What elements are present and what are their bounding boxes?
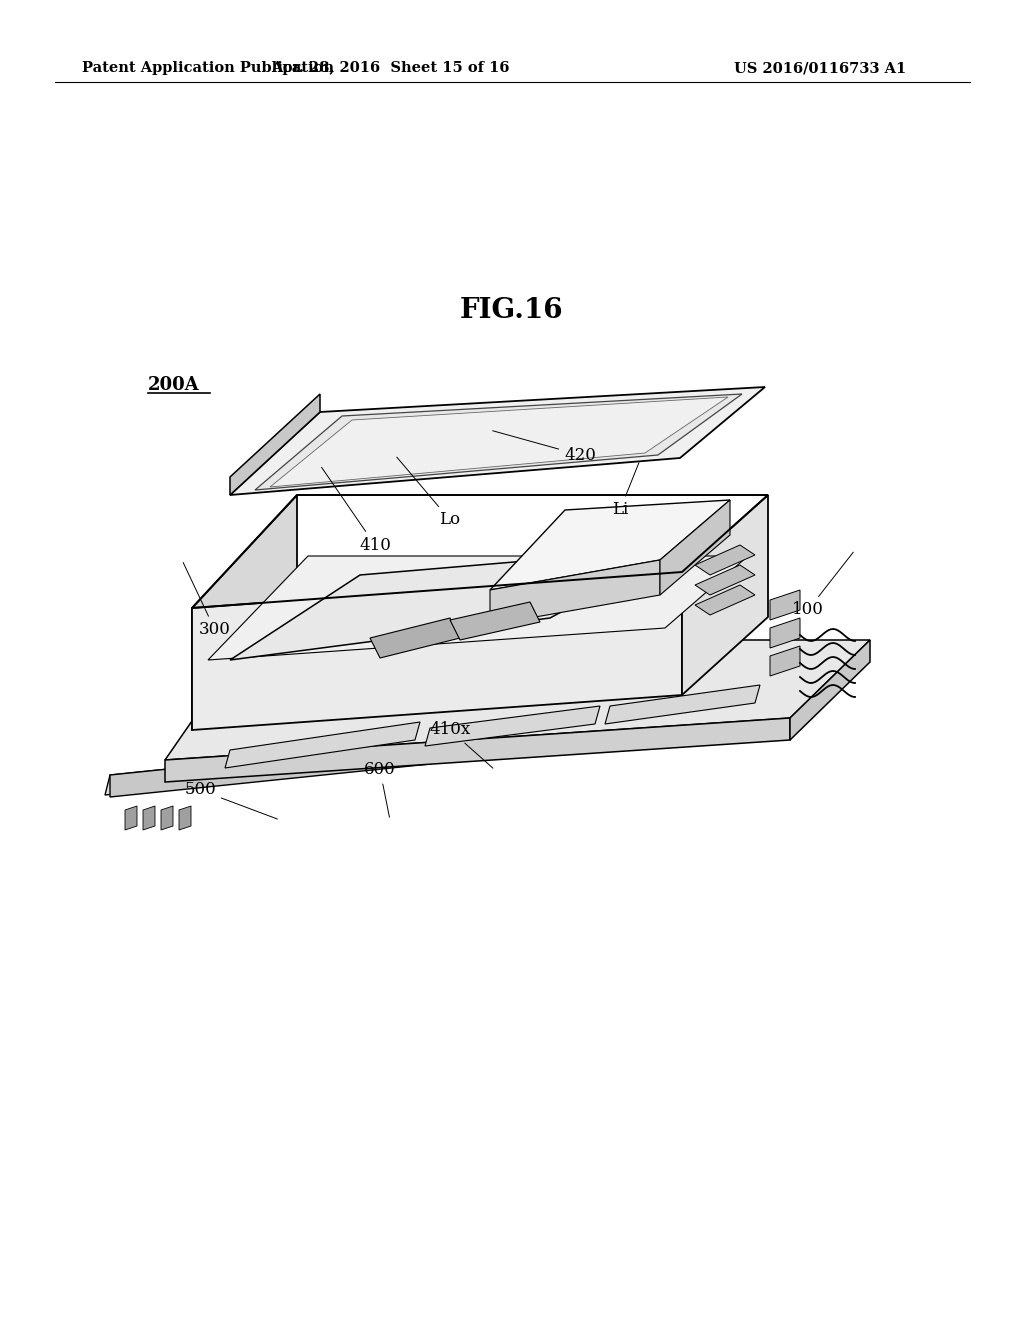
Polygon shape [770, 590, 800, 620]
Polygon shape [230, 393, 319, 495]
Text: 300: 300 [183, 562, 231, 639]
Polygon shape [450, 602, 540, 640]
Polygon shape [695, 545, 755, 576]
Text: 600: 600 [365, 762, 396, 817]
Text: Li: Li [612, 462, 639, 519]
Polygon shape [790, 640, 870, 741]
Polygon shape [770, 618, 800, 648]
Text: US 2016/0116733 A1: US 2016/0116733 A1 [734, 61, 906, 75]
Polygon shape [490, 500, 730, 590]
Polygon shape [143, 807, 155, 830]
Text: 200A: 200A [148, 376, 200, 393]
Text: 410x: 410x [429, 722, 493, 768]
Polygon shape [225, 722, 420, 768]
Polygon shape [208, 556, 748, 660]
Text: 410: 410 [322, 467, 391, 553]
Polygon shape [165, 718, 790, 781]
Polygon shape [425, 706, 600, 746]
Text: FIG.16: FIG.16 [460, 297, 564, 323]
Text: 500: 500 [184, 781, 278, 818]
Polygon shape [193, 495, 297, 730]
Polygon shape [605, 685, 760, 723]
Polygon shape [660, 500, 730, 595]
Polygon shape [490, 560, 660, 624]
Text: Apr. 28, 2016  Sheet 15 of 16: Apr. 28, 2016 Sheet 15 of 16 [270, 61, 509, 75]
Polygon shape [270, 397, 728, 487]
Polygon shape [193, 572, 682, 730]
Polygon shape [255, 393, 742, 490]
Text: Patent Application Publication: Patent Application Publication [82, 61, 334, 75]
Polygon shape [230, 387, 765, 495]
Polygon shape [161, 807, 173, 830]
Polygon shape [695, 565, 755, 595]
Polygon shape [179, 807, 191, 830]
Polygon shape [770, 645, 800, 676]
Polygon shape [370, 618, 460, 657]
Text: 420: 420 [493, 430, 596, 463]
Polygon shape [105, 742, 430, 795]
Text: 100: 100 [792, 552, 853, 619]
Polygon shape [230, 548, 680, 660]
Polygon shape [165, 640, 870, 760]
Polygon shape [110, 742, 430, 797]
Polygon shape [682, 495, 768, 696]
Polygon shape [695, 585, 755, 615]
Polygon shape [125, 807, 137, 830]
Text: Lo: Lo [396, 457, 461, 528]
